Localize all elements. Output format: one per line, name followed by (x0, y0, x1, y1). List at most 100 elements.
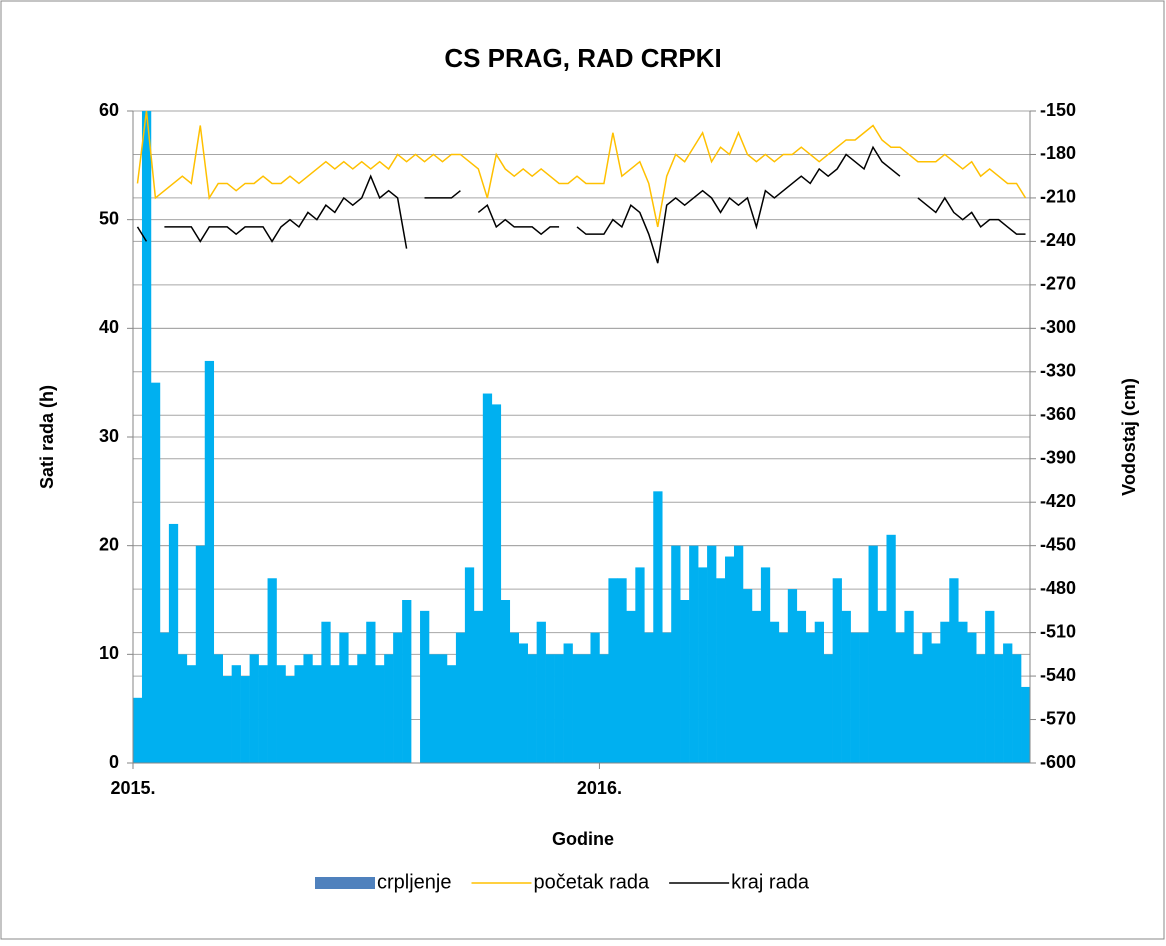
bar (841, 610, 851, 763)
bar (285, 676, 295, 763)
line-series (136, 110, 1027, 228)
bar (958, 621, 968, 763)
y2-tick-label: -240 (1040, 230, 1076, 250)
bar (886, 534, 896, 763)
bar (769, 621, 780, 763)
bar (393, 632, 403, 763)
bar (698, 567, 708, 763)
bar (213, 654, 223, 763)
bar (195, 545, 206, 763)
bar (581, 654, 591, 763)
bar (859, 632, 869, 763)
bar (976, 654, 986, 763)
bar (527, 654, 537, 763)
y2-tick-label: -180 (1040, 143, 1076, 163)
bar (868, 545, 878, 763)
bar (617, 578, 627, 763)
y2-tick-label: -210 (1040, 187, 1076, 207)
legend-label: kraj rada (731, 871, 810, 893)
bar (455, 632, 466, 763)
line-series (477, 203, 560, 236)
line-series (576, 145, 901, 264)
bar (464, 567, 475, 763)
y-tick-label: 60 (99, 100, 119, 120)
bar (967, 632, 977, 763)
bar (635, 567, 645, 763)
bar (294, 665, 304, 763)
bar (680, 600, 690, 763)
bar (796, 610, 807, 763)
y-tick-label: 20 (99, 534, 119, 554)
bar (931, 643, 941, 763)
bar (877, 610, 887, 763)
bar (1003, 643, 1013, 763)
bar (913, 654, 923, 763)
y2-tick-label: -450 (1040, 534, 1076, 554)
bar (608, 578, 618, 763)
bar (778, 632, 789, 763)
bar (742, 589, 753, 763)
bar (384, 654, 394, 763)
line-series (424, 190, 461, 199)
bar (509, 632, 520, 763)
bar (133, 697, 143, 763)
bar (751, 610, 762, 763)
bar (402, 600, 412, 763)
bar (725, 556, 735, 763)
bar (733, 545, 744, 763)
bar (177, 654, 188, 763)
bar (787, 589, 798, 763)
bar (204, 360, 215, 763)
y2-tick-label: -420 (1040, 491, 1076, 511)
bar (536, 621, 546, 763)
bar (563, 643, 573, 763)
bar (429, 654, 439, 763)
y2-tick-label: -150 (1040, 100, 1076, 120)
bar (420, 610, 430, 763)
bar (330, 665, 340, 763)
y2-axis-label: Vodostaj (cm) (1119, 378, 1139, 496)
bar (662, 632, 672, 763)
bar (249, 654, 259, 763)
bar (805, 632, 816, 763)
bar (707, 545, 717, 763)
bar (437, 654, 448, 763)
bar (599, 654, 609, 763)
bar (895, 632, 905, 763)
bar (590, 632, 600, 763)
bar (267, 578, 277, 763)
y2-tick-label: -360 (1040, 404, 1076, 424)
y-axis-label: Sati rada (h) (37, 385, 57, 489)
y-tick-label: 0 (109, 752, 119, 772)
line-series (164, 174, 408, 249)
legend-label: crpljenje (377, 871, 451, 893)
y-tick-label: 40 (99, 317, 119, 337)
bar (240, 676, 250, 763)
bar (716, 578, 726, 763)
bar (689, 545, 699, 763)
bar (850, 632, 860, 763)
bar (339, 632, 349, 763)
line-series (136, 226, 148, 242)
y2-tick-label: -600 (1040, 752, 1076, 772)
y2-tick-label: -330 (1040, 361, 1076, 381)
bar (949, 578, 959, 763)
bar (500, 600, 511, 763)
y2-tick-label: -300 (1040, 317, 1076, 337)
bar (303, 654, 313, 763)
x-tick-label: 2016. (577, 778, 622, 798)
x-axis-label: Godine (552, 829, 614, 849)
y2-tick-label: -540 (1040, 665, 1076, 685)
y2-tick-label: -480 (1040, 578, 1076, 598)
bar (644, 632, 654, 763)
bar (985, 610, 995, 763)
legend-label: početak rada (533, 871, 650, 893)
bar (626, 610, 636, 763)
y-tick-label: 30 (99, 426, 119, 446)
bar (141, 111, 152, 763)
bar (491, 404, 502, 763)
bar (159, 632, 170, 763)
